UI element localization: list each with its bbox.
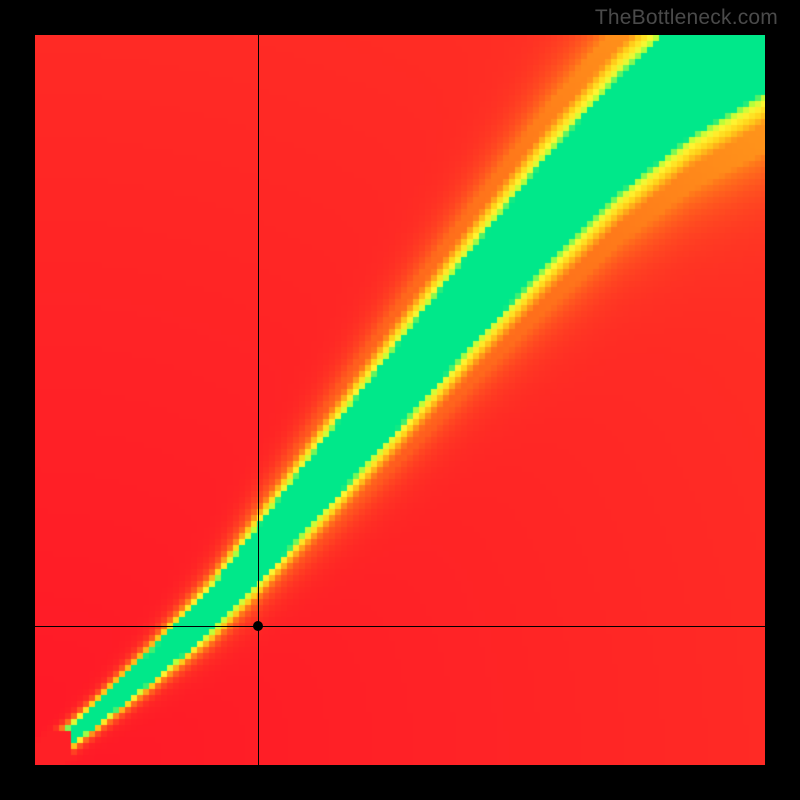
heatmap-canvas bbox=[35, 35, 765, 765]
crosshair-horizontal bbox=[35, 626, 765, 627]
chart-container: TheBottleneck.com bbox=[0, 0, 800, 800]
watermark-text: TheBottleneck.com bbox=[595, 6, 778, 30]
crosshair-vertical bbox=[258, 35, 259, 765]
crosshair-marker bbox=[253, 621, 263, 631]
heatmap-plot-area bbox=[35, 35, 765, 765]
